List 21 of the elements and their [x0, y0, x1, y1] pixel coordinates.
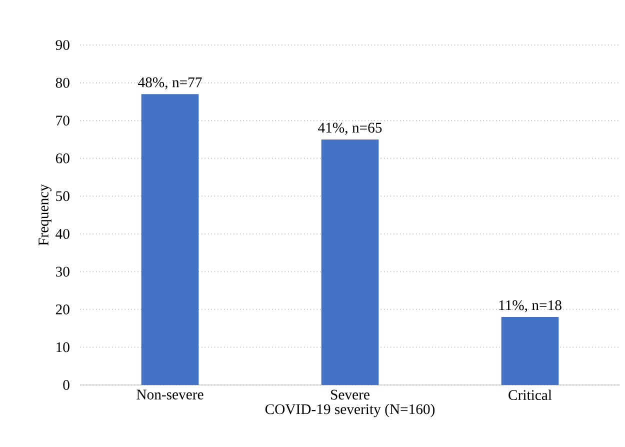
bar	[501, 317, 559, 385]
y-tick-label: 20	[56, 304, 70, 314]
data-label: 48%, n=77	[138, 77, 202, 90]
data-label: 11%, n=18	[499, 300, 562, 312]
x-tick-label: Critical	[508, 390, 552, 400]
bar	[321, 139, 379, 385]
y-tick-label: 50	[56, 191, 70, 202]
y-tick-label: 30	[56, 266, 70, 277]
x-axis-title: COVID-19 severity (N=160)	[265, 404, 435, 418]
y-tick-label: 80	[56, 78, 70, 88]
x-tick-label: Severe	[331, 390, 370, 400]
y-tick-label: 90	[56, 40, 70, 50]
y-tick-label: 40	[56, 228, 70, 239]
y-tick-label: 10	[56, 342, 70, 352]
y-tick-label: 70	[56, 116, 70, 126]
y-tick-label: 0	[63, 380, 70, 390]
data-label: 41%, n=65	[318, 122, 382, 135]
x-tick-label: Non-severe	[136, 390, 204, 400]
y-axis-title: Frequency	[38, 184, 52, 246]
y-tick-label: 60	[56, 153, 70, 164]
bar	[141, 94, 199, 385]
